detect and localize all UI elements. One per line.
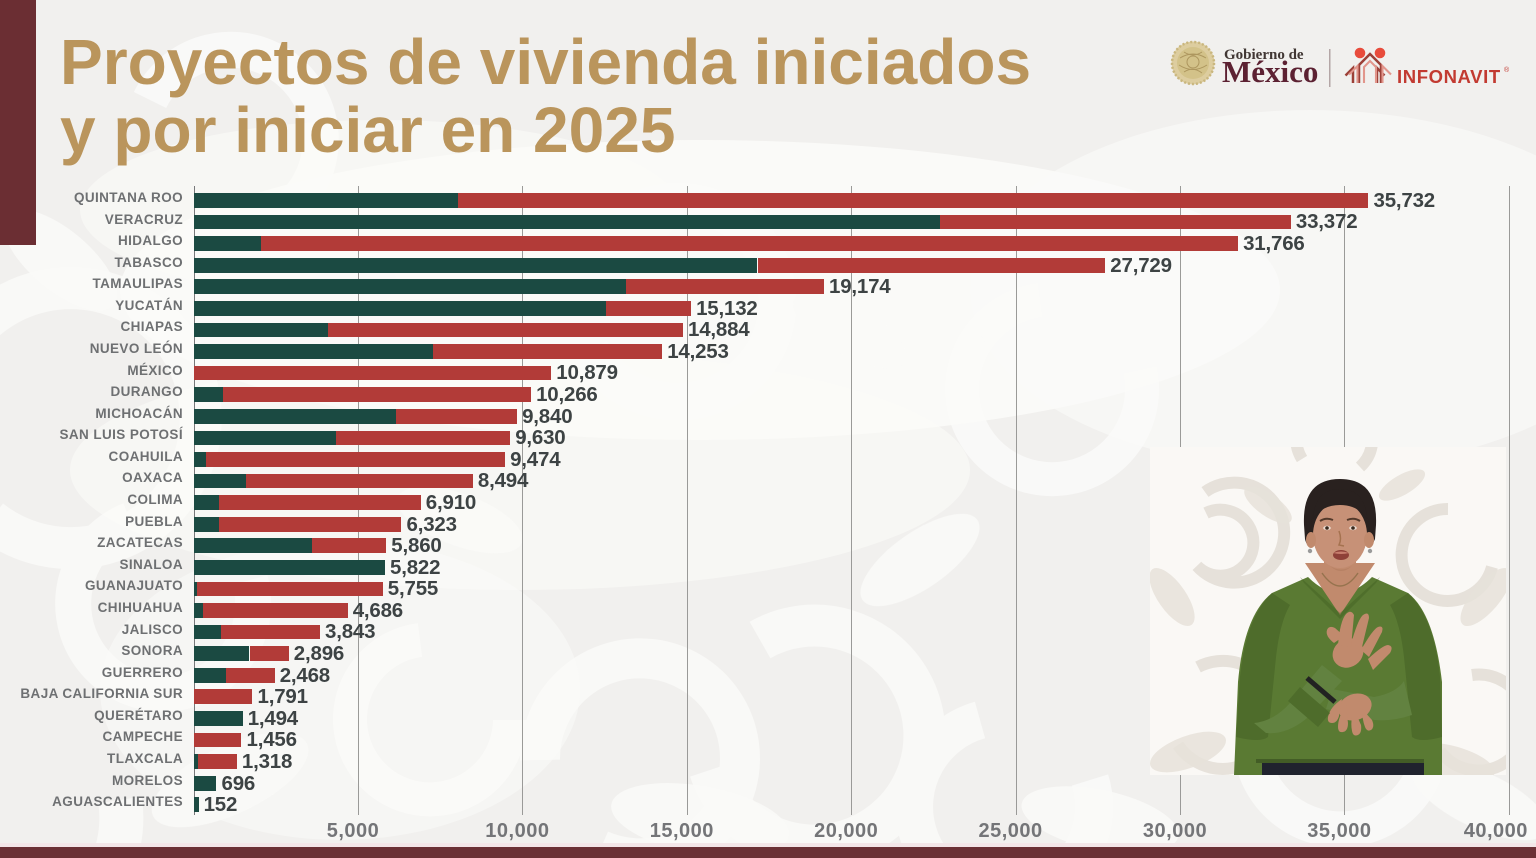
- svg-text:México: México: [1222, 54, 1318, 89]
- svg-text:®: ®: [1504, 66, 1510, 74]
- svg-text:INFONAVIT: INFONAVIT: [1397, 66, 1501, 87]
- svg-text:Gobierno de: Gobierno de: [1224, 47, 1304, 63]
